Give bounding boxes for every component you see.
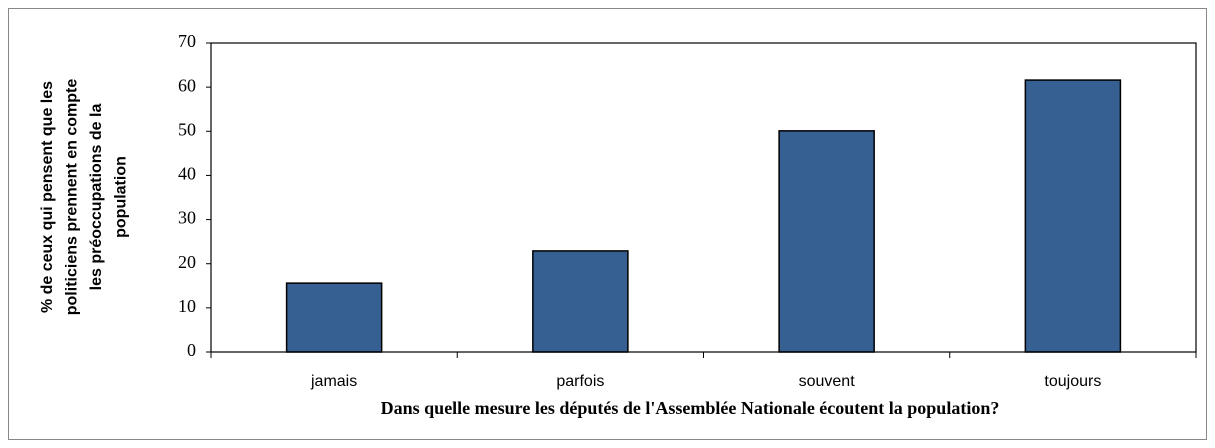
y-axis-title-line: politiciens prennent en compte [64, 79, 81, 316]
chart-frame [8, 8, 1207, 440]
y-tick-label: 50 [178, 119, 196, 139]
x-tick-label: parfois [556, 373, 604, 390]
y-tick-label: 10 [178, 296, 196, 316]
y-tick-label: 20 [178, 252, 196, 272]
x-tick-label: toujours [1044, 373, 1101, 390]
bar [285, 282, 383, 353]
y-axis-title-line: les préoccupations de la [88, 104, 105, 291]
plot-frame [210, 42, 1197, 353]
y-axis-title-line: population [113, 156, 130, 238]
y-tick-label: 40 [178, 164, 196, 184]
x-tick-label: souvent [799, 373, 856, 390]
y-tick-label: 70 [178, 31, 196, 51]
y-axis-title-line: % de ceux qui pensent que les [39, 81, 56, 313]
bar [532, 250, 629, 353]
y-tick-label: 60 [178, 75, 196, 95]
bar [1024, 79, 1122, 353]
x-tick-label: jamais [310, 373, 357, 390]
y-tick-label: 30 [178, 208, 196, 228]
y-tick-label: 0 [187, 340, 196, 360]
bar [778, 130, 875, 353]
x-axis-title: Dans quelle mesure les députés de l'Asse… [381, 398, 1000, 418]
y-axis-title: % de ceux qui pensent que les politiciens… [39, 79, 130, 316]
